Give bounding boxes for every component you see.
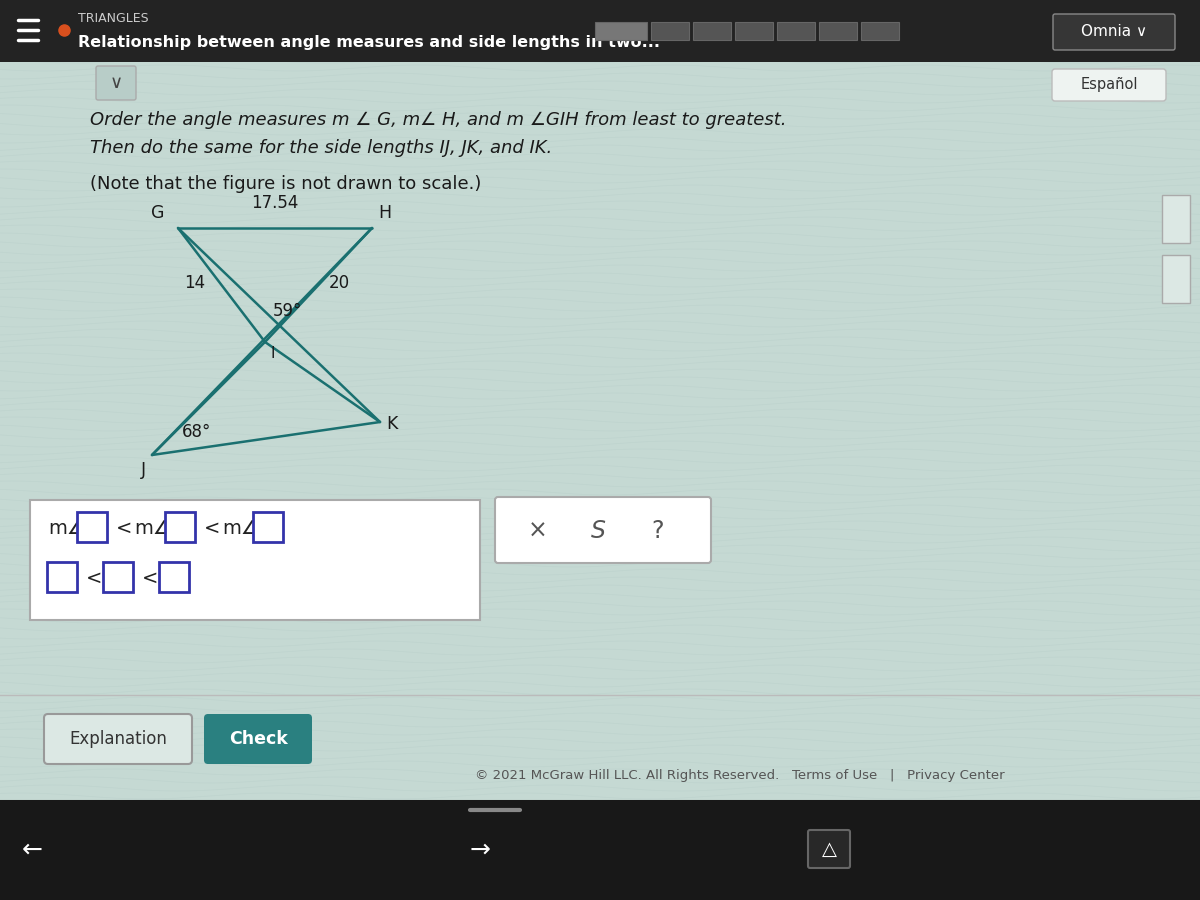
- FancyBboxPatch shape: [650, 22, 689, 40]
- Text: 68°: 68°: [182, 423, 211, 441]
- Text: △: △: [822, 840, 836, 859]
- Text: TRIANGLES: TRIANGLES: [78, 12, 149, 24]
- FancyBboxPatch shape: [734, 22, 773, 40]
- FancyBboxPatch shape: [1054, 14, 1175, 50]
- Text: G: G: [150, 204, 164, 222]
- Text: Order the angle measures m ∠ G, m∠ H, and m ∠GIH from least to greatest.: Order the angle measures m ∠ G, m∠ H, an…: [90, 111, 786, 129]
- Text: ?: ?: [652, 519, 665, 543]
- FancyBboxPatch shape: [1162, 195, 1190, 243]
- FancyBboxPatch shape: [778, 22, 815, 40]
- Text: m∠: m∠: [222, 518, 258, 537]
- FancyBboxPatch shape: [103, 562, 133, 592]
- Text: Omnia ∨: Omnia ∨: [1081, 24, 1147, 40]
- Text: →: →: [469, 838, 491, 862]
- FancyBboxPatch shape: [30, 500, 480, 620]
- Text: ∨: ∨: [109, 74, 122, 92]
- Text: Check: Check: [229, 730, 287, 748]
- FancyBboxPatch shape: [253, 512, 283, 542]
- Text: ×: ×: [528, 519, 548, 543]
- Text: 14: 14: [185, 274, 205, 292]
- Text: Español: Español: [1080, 77, 1138, 93]
- Text: m∠: m∠: [134, 518, 170, 537]
- FancyBboxPatch shape: [96, 66, 136, 100]
- FancyBboxPatch shape: [166, 512, 194, 542]
- FancyBboxPatch shape: [44, 714, 192, 764]
- FancyBboxPatch shape: [1162, 255, 1190, 303]
- FancyBboxPatch shape: [862, 22, 899, 40]
- Text: <: <: [86, 569, 102, 588]
- FancyBboxPatch shape: [595, 22, 647, 40]
- Text: K: K: [386, 415, 397, 433]
- Text: <: <: [204, 518, 221, 537]
- Text: Then do the same for the side lengths IJ, JK, and IK.: Then do the same for the side lengths IJ…: [90, 139, 552, 157]
- Bar: [0, 800, 1200, 900]
- Text: Relationship between angle measures and side lengths in two...: Relationship between angle measures and …: [78, 34, 660, 50]
- FancyBboxPatch shape: [158, 562, 190, 592]
- Text: S: S: [590, 519, 606, 543]
- Text: © 2021 McGraw Hill LLC. All Rights Reserved.   Terms of Use   |   Privacy Center: © 2021 McGraw Hill LLC. All Rights Reser…: [475, 769, 1004, 781]
- Text: <: <: [116, 518, 132, 537]
- FancyBboxPatch shape: [818, 22, 857, 40]
- Text: (Note that the figure is not drawn to scale.): (Note that the figure is not drawn to sc…: [90, 175, 481, 193]
- FancyBboxPatch shape: [496, 497, 710, 563]
- FancyBboxPatch shape: [77, 512, 107, 542]
- FancyBboxPatch shape: [47, 562, 77, 592]
- Bar: [0, 0, 1200, 62]
- Text: 17.54: 17.54: [251, 194, 299, 212]
- Text: 20: 20: [329, 274, 349, 292]
- Text: m∠: m∠: [48, 518, 84, 537]
- FancyBboxPatch shape: [808, 830, 850, 868]
- Text: Explanation: Explanation: [70, 730, 167, 748]
- Text: ←: ←: [22, 838, 42, 862]
- Text: J: J: [140, 461, 146, 479]
- FancyBboxPatch shape: [694, 22, 731, 40]
- Text: <: <: [142, 569, 158, 588]
- FancyBboxPatch shape: [204, 714, 312, 764]
- Text: 59°: 59°: [274, 302, 302, 320]
- FancyBboxPatch shape: [1052, 69, 1166, 101]
- Text: H: H: [378, 204, 391, 222]
- Text: I: I: [271, 346, 276, 361]
